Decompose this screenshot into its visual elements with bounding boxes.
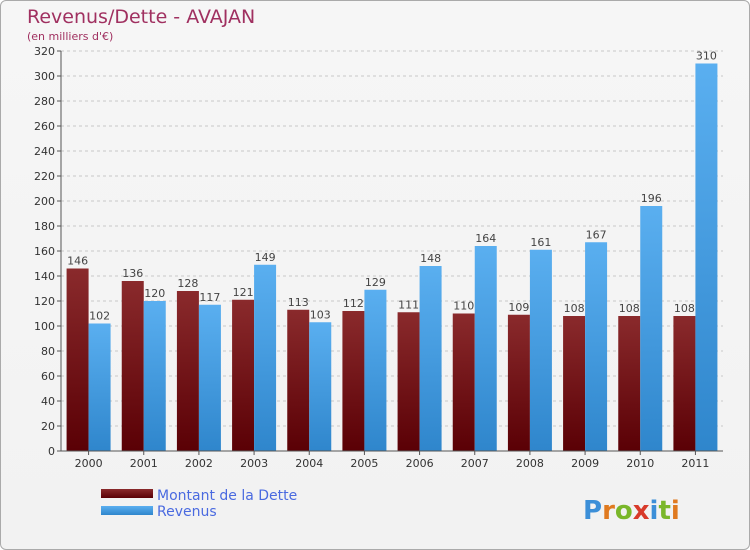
- y-tick-label: 40: [41, 395, 55, 408]
- x-tick-label: 2009: [571, 457, 599, 470]
- y-tick-label: 60: [41, 370, 55, 383]
- bar-debt: [232, 299, 255, 451]
- logo-letter: t: [658, 496, 670, 526]
- x-tick-label: 2007: [461, 457, 489, 470]
- x-tick-label: 2008: [516, 457, 544, 470]
- data-label-debt: 113: [288, 296, 309, 309]
- legend: Montant de la Dette Revenus: [101, 488, 297, 520]
- bar-debt: [673, 316, 696, 451]
- bar-debt: [397, 312, 420, 451]
- bar-debt: [507, 314, 530, 451]
- data-label-debt: 128: [177, 277, 198, 290]
- x-tick-label: 2002: [185, 457, 213, 470]
- x-tick-label: 2001: [130, 457, 158, 470]
- bar-revenus: [474, 246, 497, 451]
- axes: 0 20 40 60 80 100 120 140 160 180 200 220 240 260 280 3…: [34, 45, 723, 470]
- bar-revenus: [254, 264, 277, 451]
- data-label-revenus: 102: [89, 310, 110, 323]
- x-tick-label: 2011: [681, 457, 709, 470]
- data-label-revenus: 103: [310, 308, 331, 321]
- bar-revenus: [695, 63, 718, 451]
- y-tick-label: 280: [34, 95, 55, 108]
- data-label-debt: 108: [674, 302, 695, 315]
- y-tick-label: 240: [34, 145, 55, 158]
- data-label-revenus: 167: [586, 228, 607, 241]
- bar-revenus: [585, 242, 608, 451]
- y-tick-label: 180: [34, 220, 55, 233]
- y-tick-label: 80: [41, 345, 55, 358]
- logo-letter: i: [650, 496, 659, 526]
- bar-revenus: [529, 249, 552, 451]
- legend-swatch-revenus: [101, 506, 153, 515]
- y-tick-label: 0: [48, 445, 55, 458]
- x-tick-label: 2004: [295, 457, 323, 470]
- data-label-debt: 146: [67, 255, 88, 268]
- data-label-debt: 136: [122, 267, 143, 280]
- bar-revenus: [143, 301, 166, 451]
- x-tick-label: 2000: [75, 457, 103, 470]
- logo-letter: i: [671, 496, 680, 526]
- logo-letter: P: [583, 496, 602, 526]
- data-label-revenus: 117: [199, 291, 220, 304]
- legend-label-revenus: Revenus: [157, 504, 217, 520]
- x-tick-label: 2003: [240, 457, 268, 470]
- bar-debt: [121, 281, 144, 451]
- legend-label-debt: Montant de la Dette: [157, 488, 297, 504]
- chart-title: Revenus/Dette - AVAJAN: [27, 6, 255, 28]
- data-label-revenus: 310: [696, 50, 717, 63]
- bar-revenus: [364, 289, 387, 451]
- y-tick-label: 300: [34, 70, 55, 83]
- y-tick-label: 160: [34, 245, 55, 258]
- y-tick-label: 120: [34, 295, 55, 308]
- y-tick-label: 220: [34, 170, 55, 183]
- bar-revenus: [198, 304, 221, 451]
- y-tick-label: 320: [34, 45, 55, 58]
- x-tick-label: 2005: [350, 457, 378, 470]
- data-label-revenus: 149: [255, 251, 276, 264]
- chart-subtitle: (en milliers d'€): [27, 30, 113, 43]
- data-label-debt: 112: [343, 297, 364, 310]
- bar-revenus: [88, 323, 111, 451]
- data-label-debt: 108: [564, 302, 585, 315]
- bar-debt: [176, 291, 199, 451]
- bar-debt: [342, 311, 365, 451]
- bar-debt: [618, 316, 641, 451]
- bar-revenus: [640, 206, 663, 451]
- bar-debt: [66, 268, 89, 451]
- bar-revenus: [419, 266, 442, 451]
- data-label-debt: 108: [619, 302, 640, 315]
- bar-revenus: [309, 322, 332, 451]
- bar-debt: [452, 313, 475, 451]
- data-label-debt: 109: [508, 301, 529, 314]
- data-label-revenus: 161: [530, 236, 551, 249]
- bar-debt: [287, 309, 310, 451]
- x-tick-label: 2006: [406, 457, 434, 470]
- logo-letter: r: [602, 496, 615, 526]
- proxiti-logo: Proxiti: [583, 496, 680, 526]
- y-tick-label: 20: [41, 420, 55, 433]
- data-label-debt: 111: [398, 298, 419, 311]
- logo-text: Proxiti: [583, 496, 680, 526]
- data-label-revenus: 164: [475, 232, 496, 245]
- data-label-debt: 110: [453, 300, 474, 313]
- y-tick-label: 260: [34, 120, 55, 133]
- data-label-revenus: 196: [641, 192, 662, 205]
- logo-letter: o: [615, 496, 633, 526]
- y-tick-label: 200: [34, 195, 55, 208]
- y-tick-label: 100: [34, 320, 55, 333]
- grid: [61, 50, 723, 427]
- data-label-debt: 121: [233, 286, 254, 299]
- data-label-revenus: 148: [420, 252, 441, 265]
- x-tick-label: 2010: [626, 457, 654, 470]
- data-label-revenus: 129: [365, 276, 386, 289]
- logo-letter: x: [633, 496, 650, 526]
- y-tick-label: 140: [34, 270, 55, 283]
- data-label-revenus: 120: [144, 287, 165, 300]
- legend-swatch-debt: [101, 489, 153, 498]
- bar-debt: [563, 316, 586, 451]
